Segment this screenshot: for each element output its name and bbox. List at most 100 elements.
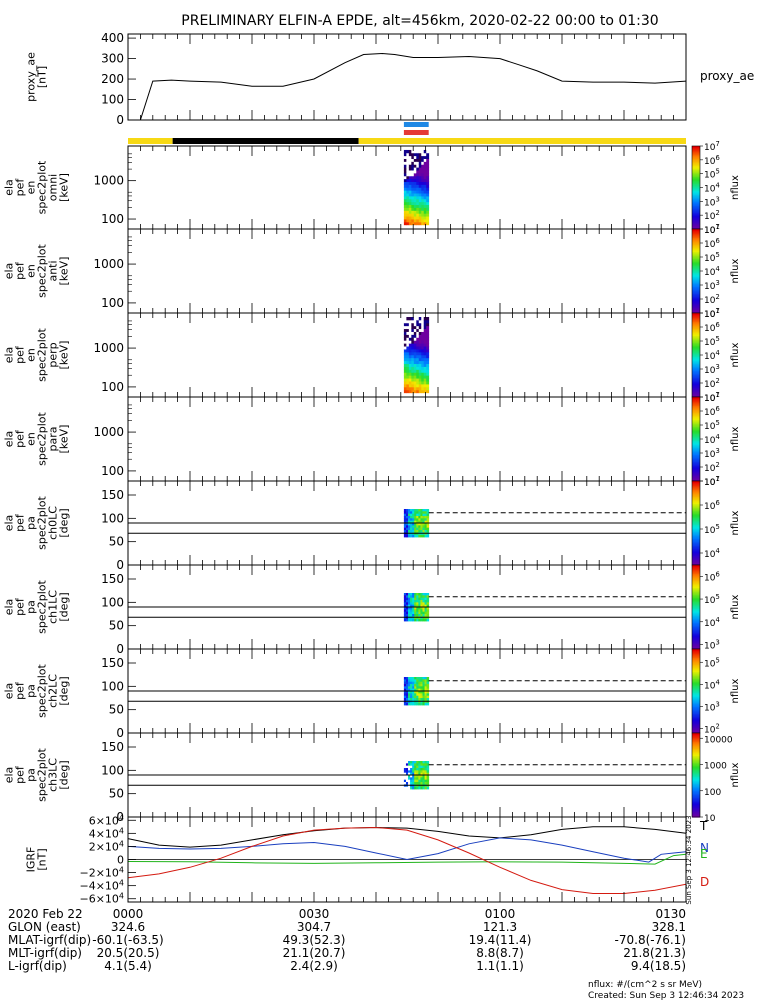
igrf-ytick-label: 0 xyxy=(117,854,124,867)
en-perp-ytick-label: 1000 xyxy=(93,341,124,355)
en-omni-spectrum-cell xyxy=(413,187,417,191)
pa-ch1LC-colorbar-label: 106 xyxy=(704,570,720,583)
en-omni-spectrum-cell xyxy=(426,184,430,188)
pa-ch3LC-colorbar-cell xyxy=(692,755,700,758)
en-perp-colorbar-cell xyxy=(692,364,700,367)
en-perp-spectrum-cell xyxy=(423,369,427,373)
pa-ch0LC-pa-cell xyxy=(408,530,411,533)
en-omni-spectrum-cell xyxy=(416,193,420,197)
pa-ch1LC-pa-cell xyxy=(418,602,421,606)
igrf-series-E xyxy=(127,853,687,865)
pa-ch0LC-pa-cell xyxy=(422,520,425,524)
pa-ch0LC-colorbar-cell xyxy=(692,503,700,506)
pa-ch3LC-pa-cell xyxy=(426,775,430,778)
en-omni-colorbar-cell xyxy=(692,227,700,230)
proxy-ae-legend: proxy_ae xyxy=(700,69,754,83)
pa-ch0LC-colorbar-cell xyxy=(692,513,700,516)
en-omni-spectrum-cell xyxy=(426,207,430,211)
pa-ch3LC-pa-cell xyxy=(424,782,428,785)
pa-ch0LC-colorbar-cell xyxy=(692,516,700,518)
en-omni-spectrum-cell xyxy=(413,149,417,154)
pa-ch2LC-pa-cell xyxy=(420,698,423,701)
pa-ch1LC-pa-cell xyxy=(418,607,421,610)
pa-ch3LC-pa-cell xyxy=(420,775,423,778)
pa-ch3LC-colorbar-cell xyxy=(692,780,700,783)
en-perp-spectrum-cell xyxy=(423,386,427,391)
pa-ch0LC-ylabel-line: pa xyxy=(25,516,38,530)
en-omni-colorbar-cell xyxy=(692,177,700,180)
en-perp-spectrum-cell xyxy=(426,366,430,370)
pa-ch0LC-pa-cell xyxy=(422,527,425,531)
en-para-colorbar-cell xyxy=(692,425,700,427)
en-perp-spectrum-cell xyxy=(406,389,410,394)
pa-ch3LC-pa-cell xyxy=(403,779,407,783)
pa-ch2LC-pa-cell xyxy=(412,702,415,706)
en-omni-spectrum-cell xyxy=(426,190,430,194)
pa-ch1LC-colorbar-label: 104 xyxy=(704,616,720,629)
pa-ch2LC-ylabel-line: ch2LC xyxy=(47,674,60,708)
en-anti-colorbar-cell xyxy=(692,237,700,240)
en-omni-spectrum-cell xyxy=(413,167,417,171)
pa-ch3LC-pa-cell xyxy=(422,765,425,769)
pa-ch0LC-colorbar-cell xyxy=(692,490,700,493)
pa-ch1LC-pa-cell xyxy=(412,614,415,617)
pa-ch1LC-colorbar-cell xyxy=(692,586,700,588)
en-perp-spectrum-cell xyxy=(421,360,425,365)
en-omni-spectrum-cell xyxy=(408,201,412,206)
en-perp-spectrum-cell xyxy=(418,337,422,341)
pa-ch2LC-pa-cell xyxy=(412,688,415,692)
en-perp-spectrum-cell xyxy=(406,369,410,373)
en-para-colorbar-cell xyxy=(692,404,700,406)
en-perp-spectrum-cell xyxy=(418,351,422,356)
pa-ch0LC-pa-cell xyxy=(420,530,423,533)
en-perp-colorbar-cell xyxy=(692,390,700,392)
en-para-colorbar-cell xyxy=(692,436,700,439)
en-para-colorbar-cell xyxy=(692,426,700,429)
pa-ch0LC-colorbar-cell xyxy=(692,542,700,545)
en-anti-colorbar-cell xyxy=(692,296,700,299)
en-perp-spectrum-cell xyxy=(406,340,410,344)
en-perp-spectrum-cell xyxy=(416,337,420,341)
en-omni-spectrum-cell xyxy=(408,210,412,214)
pa-ch3LC-colorbar-cell xyxy=(692,735,700,738)
pa-ch3LC-pa-cell xyxy=(426,765,430,769)
pa-ch2LC-pa-cell xyxy=(412,684,415,687)
pa-ch3LC-pa-cell xyxy=(426,763,430,767)
en-para-colorbar-cell xyxy=(692,454,700,457)
en-perp-colorbar-title: nflux xyxy=(730,342,741,367)
en-perp-spectrum-cell xyxy=(411,319,415,324)
en-perp-colorbar-cell xyxy=(692,384,700,387)
pa-ch1LC-ylabel-line: ela xyxy=(3,599,16,616)
en-omni-spectrum-cell xyxy=(418,175,422,180)
pa-ch3LC-pa-cell xyxy=(412,768,415,771)
en-perp-spectrum-cell xyxy=(418,349,422,353)
pa-ch3LC-pa-cell xyxy=(412,782,415,785)
pa-ch2LC-colorbar-cell xyxy=(692,719,700,721)
pa-ch3LC-ytick-label: 0 xyxy=(116,810,124,824)
en-perp-spectrum-cell xyxy=(418,381,422,385)
pa-ch1LC-pa-cell xyxy=(420,614,423,617)
en-omni-spectrum-cell xyxy=(406,216,410,220)
pa-ch0LC-pa-cell xyxy=(416,518,419,522)
pa-ch2LC-pa-cell xyxy=(422,693,425,697)
pa-ch3LC-colorbar-cell xyxy=(692,772,700,775)
pa-ch1LC-pa-cell xyxy=(422,614,425,617)
pa-ch3LC-pa-cell xyxy=(408,782,411,785)
pa-ch2LC-pa-cell xyxy=(414,691,417,694)
en-perp-spectrum-cell xyxy=(416,334,420,338)
pa-ch3LC-pa-cell xyxy=(412,770,415,774)
en-para-colorbar-cell xyxy=(692,416,700,419)
en-anti-colorbar-cell xyxy=(692,294,700,297)
pa-ch0LC-pa-cell xyxy=(416,511,419,515)
en-perp-spectrum-cell xyxy=(421,351,425,356)
pa-ch1LC-pa-cell xyxy=(416,604,419,608)
en-omni-ylabel-line: omni xyxy=(47,174,60,201)
pa-ch2LC-pa-cell xyxy=(426,688,430,692)
en-para-colorbar-cell xyxy=(692,460,700,462)
pa-ch2LC-colorbar-cell xyxy=(692,649,700,651)
pa-ch0LC-colorbar-cell xyxy=(692,486,700,489)
pa-ch3LC-colorbar-cell xyxy=(692,811,700,814)
en-perp-spectrum-cell xyxy=(406,351,410,356)
en-omni-spectrum-cell xyxy=(416,155,420,159)
pa-ch2LC-pa-cell xyxy=(426,681,430,685)
